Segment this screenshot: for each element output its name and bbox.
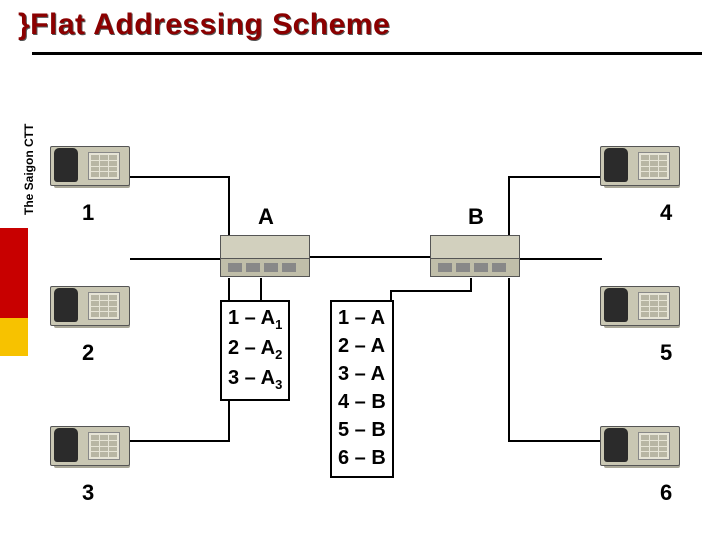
phone-icon [600, 410, 680, 466]
phone-label: 1 [82, 200, 94, 226]
table-row: 2 – A2 [228, 334, 282, 364]
link [518, 258, 602, 260]
side-red [0, 228, 28, 318]
phone-label: 4 [660, 200, 672, 226]
table-row: 2 – A [338, 332, 386, 360]
sidebar-label: The Saigon CTT [22, 124, 36, 215]
phone-icon [600, 270, 680, 326]
link [130, 258, 222, 260]
phone-icon [50, 130, 130, 186]
switch-b-label: B [468, 204, 484, 230]
table-row: 3 – A [338, 360, 386, 388]
phone-icon [50, 410, 130, 466]
phone-label: 3 [82, 480, 94, 506]
table-row: 1 – A1 [228, 304, 282, 334]
phone-label: 5 [660, 340, 672, 366]
table-row: 1 – A [338, 304, 386, 332]
link [130, 440, 230, 442]
link [508, 176, 510, 236]
link [130, 176, 230, 178]
table-row: 4 – B [338, 388, 386, 416]
switch-a-label: A [258, 204, 274, 230]
link [260, 278, 262, 302]
switch-b [430, 235, 520, 279]
phone-label: 2 [82, 340, 94, 366]
page-title: }Flat Addressing Scheme [18, 8, 390, 42]
phone-icon [600, 130, 680, 186]
link [508, 278, 510, 442]
switch-a [220, 235, 310, 279]
table-row: 5 – B [338, 416, 386, 444]
routing-table-a: 1 – A12 – A23 – A3 [220, 300, 290, 401]
link [310, 256, 432, 258]
link [390, 290, 472, 292]
phone-icon [50, 270, 130, 326]
table-row: 6 – B [338, 444, 386, 472]
phone-label: 6 [660, 480, 672, 506]
link [510, 176, 602, 178]
table-row: 3 – A3 [228, 364, 282, 394]
routing-table-b: 1 – A2 – A3 – A4 – B5 – B6 – B [330, 300, 394, 478]
side-yellow [0, 318, 28, 356]
link [228, 176, 230, 236]
title-rule [32, 52, 702, 55]
link [510, 440, 602, 442]
